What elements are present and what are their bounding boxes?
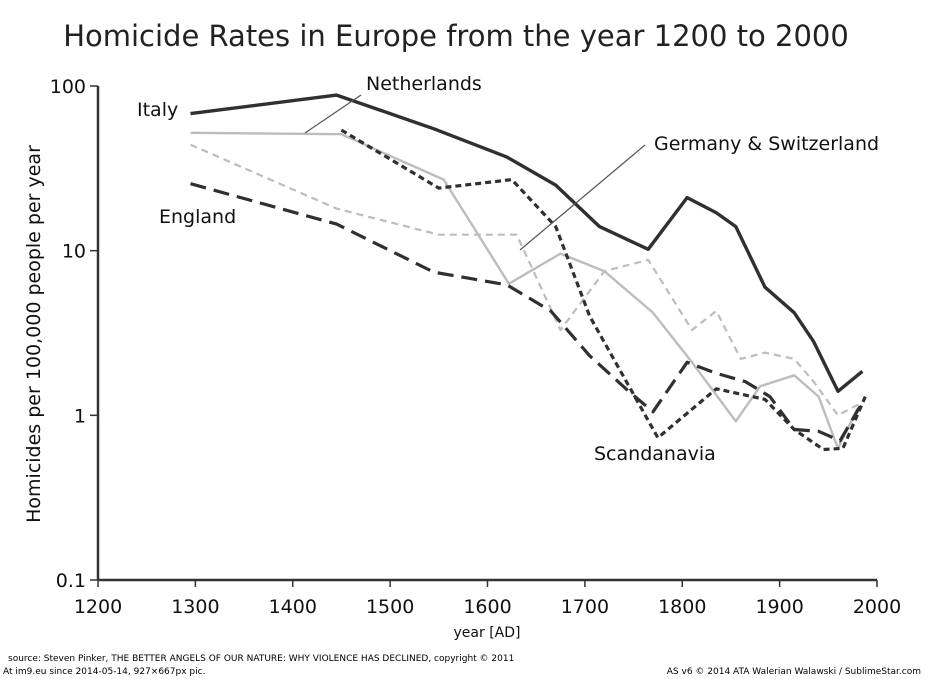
x-tick-label: 1300: [171, 596, 219, 618]
series-line-netherlands: [190, 131, 859, 450]
y-tick-label: 10: [62, 241, 86, 263]
series-line-germany-switzerland: [190, 143, 863, 417]
x-ticks: 1200 1300 1400 1500 1600 1700 1800 1900 2000: [74, 580, 901, 618]
netherlands-leader-line: [304, 94, 362, 134]
series-labels: Italy Netherlands Germany & Switzerland …: [137, 73, 879, 465]
series-line-england: [190, 182, 864, 443]
series-line-italy: [190, 93, 864, 393]
y-axis-label: Homicides per 100,000 people per year: [23, 145, 45, 523]
watermark-left: At im9.eu since 2014-05-14, 927×667px pi…: [3, 667, 206, 677]
source-citation: source: Steven Pinker, THE BETTER ANGELS…: [8, 654, 515, 664]
chart: Homicide Rates in Europe from the year 1…: [23, 19, 901, 641]
series-label-germany-switzerland: Germany & Switzerland: [654, 133, 879, 155]
y-tick-label: 100: [50, 76, 86, 98]
y-tick-label: 1: [74, 405, 86, 427]
x-axis-label: year [AD]: [454, 625, 521, 641]
x-tick-label: 1200: [74, 596, 122, 618]
series-lines: [190, 93, 867, 452]
x-tick-label: 1600: [463, 596, 511, 618]
series-label-england: England: [159, 206, 236, 228]
x-tick-label: 1500: [366, 596, 414, 618]
chart-title: Homicide Rates in Europe from the year 1…: [63, 19, 849, 53]
series-label-netherlands: Netherlands: [366, 73, 482, 95]
watermark-right: AS v6 © 2014 ATA Walerian Walawski / Sub…: [666, 667, 921, 677]
x-tick-label: 1900: [755, 596, 803, 618]
x-tick-label: 1400: [269, 596, 317, 618]
series-label-italy: Italy: [137, 99, 178, 121]
y-ticks: 0.1 1 10 100: [50, 76, 98, 592]
series-label-scandanavia: Scandanavia: [594, 443, 716, 465]
series-line-scandanavia: [340, 128, 867, 452]
germany-switzerland-leader-line: [519, 144, 646, 251]
x-tick-label: 1700: [561, 596, 609, 618]
y-tick-label: 0.1: [56, 570, 86, 592]
x-tick-label: 1800: [658, 596, 706, 618]
x-tick-label: 2000: [853, 596, 901, 618]
axes: [96, 86, 877, 582]
